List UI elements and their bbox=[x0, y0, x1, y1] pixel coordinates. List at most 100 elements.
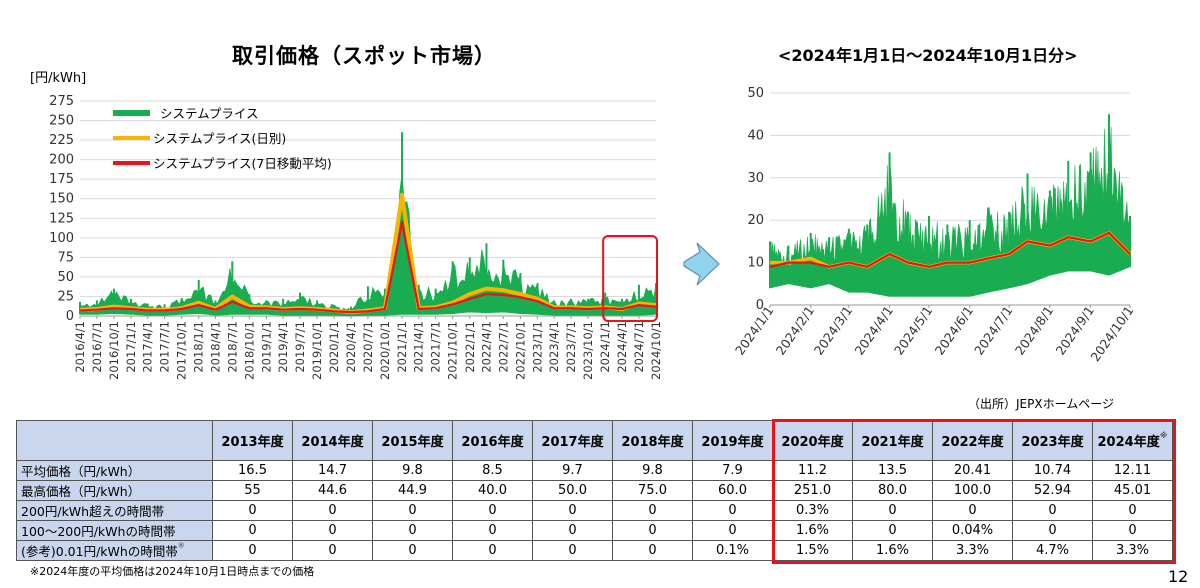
x-tick-label: 2017/7/1 bbox=[158, 321, 172, 373]
column-header-label: 2016年度 bbox=[461, 435, 524, 450]
y-tick-label: 50 bbox=[747, 86, 764, 101]
legend-label: システムプライス(7日移動平均) bbox=[153, 156, 332, 171]
x-tick-label: 2018/7/1 bbox=[225, 321, 239, 373]
x-tick-label: 2019/4/1 bbox=[276, 321, 290, 373]
x-tick-label: 2016/10/1 bbox=[107, 321, 121, 380]
table-cell: 1.6% bbox=[852, 540, 933, 561]
table-cell: 75.0 bbox=[612, 480, 693, 501]
table-cell: 7.9 bbox=[692, 460, 773, 481]
table-column-header: 2023年度 bbox=[1012, 420, 1093, 461]
table-column-header: 2021年度 bbox=[852, 420, 933, 461]
table-cell: 60.0 bbox=[692, 480, 773, 501]
table-cell: 3.3% bbox=[1092, 540, 1173, 561]
table-cell: 0 bbox=[932, 500, 1013, 521]
table-cell: 45.01 bbox=[1092, 480, 1173, 501]
main-chart-title: 取引価格（スポット市場） bbox=[232, 44, 496, 68]
table-cell: 0 bbox=[372, 500, 453, 521]
table-cell: 100.0 bbox=[932, 480, 1013, 501]
column-header-label: 2022年度 bbox=[941, 435, 1004, 450]
table-cell: 0 bbox=[452, 520, 533, 541]
column-note-mark: ※ bbox=[1159, 431, 1168, 440]
y-tick-label: 75 bbox=[57, 250, 74, 265]
page-number: 12 bbox=[1168, 567, 1189, 586]
table-cell: 0 bbox=[292, 520, 373, 541]
table-row: 最高価格（円/kWh） 55 44.6 44.9 40.0 50.0 75.0 60.0 251… bbox=[16, 480, 1173, 501]
row-label-text: (参考)0.01円/kWhの時間帯 bbox=[21, 544, 178, 559]
table-cell: 0 bbox=[1012, 500, 1093, 521]
x-tick-label: 2024/7/1 bbox=[971, 303, 1015, 358]
x-tick-label: 2023/4/1 bbox=[547, 321, 561, 373]
x-tick-label: 2020/1/1 bbox=[327, 321, 341, 373]
table-cell: 0 bbox=[852, 520, 933, 541]
row-label-text: 200円/kWh超えの時間帯 bbox=[21, 504, 165, 519]
y-tick-label: 100 bbox=[49, 231, 74, 246]
x-tick-label: 2023/7/1 bbox=[564, 321, 578, 373]
table-cell: 9.7 bbox=[532, 460, 613, 481]
table-cell: 4.7% bbox=[1012, 540, 1093, 561]
table-cell: 0 bbox=[292, 500, 373, 521]
table-cell: 0 bbox=[372, 540, 453, 561]
table-row: 100～200円/kWhの時間帯 0 0 0 0 0 0 0 1.6% 0 0.04% 0 0 bbox=[16, 520, 1173, 541]
y-unit-label: [円/kWh] bbox=[30, 71, 87, 86]
x-tick-label: 2023/1/1 bbox=[530, 321, 544, 373]
table-cell: 1.5% bbox=[772, 540, 853, 561]
table-cell: 8.5 bbox=[452, 460, 533, 481]
zoom-chart-title: <2024年1月1日～2024年10月1日分> bbox=[778, 46, 1078, 65]
x-tick-label: 2021/1/1 bbox=[395, 321, 409, 373]
table-cell: 0 bbox=[292, 540, 373, 561]
row-label: 100～200円/kWhの時間帯 bbox=[16, 520, 213, 541]
table-cell: 0 bbox=[692, 520, 773, 541]
x-tick-label: 2024/4/1 bbox=[615, 321, 629, 373]
legend-label: システムプライス bbox=[160, 106, 259, 121]
column-header-label: 2017年度 bbox=[541, 435, 604, 450]
table-column-header: 2017年度 bbox=[532, 420, 613, 461]
table-cell: 3.3% bbox=[932, 540, 1013, 561]
table-column-header: 2022年度 bbox=[932, 420, 1013, 461]
table-cell: 9.8 bbox=[612, 460, 693, 481]
series-moving-average-line bbox=[769, 231, 1131, 268]
table-cell: 12.11 bbox=[1092, 460, 1173, 481]
y-tick-label: 40 bbox=[747, 128, 764, 143]
table-cell: 0 bbox=[212, 540, 293, 561]
x-tick-label: 2024/10/1 bbox=[649, 321, 663, 380]
table-cell: 0 bbox=[612, 500, 693, 521]
table-cell: 80.0 bbox=[852, 480, 933, 501]
legend-item: システムプライス bbox=[113, 106, 259, 121]
table-cell: 9.8 bbox=[372, 460, 453, 481]
x-tick-label: 2019/1/1 bbox=[259, 321, 273, 373]
column-header-label: 2019年度 bbox=[701, 435, 764, 450]
price-summary-table: 2013年度 2014年度 2015年度 2016年度 2017年度 2018年度 2019… bbox=[16, 420, 1173, 561]
x-tick-label: 2022/4/1 bbox=[479, 321, 493, 373]
row-label-text: 100～200円/kWhの時間帯 bbox=[21, 524, 176, 539]
y-tick-label: 30 bbox=[747, 171, 764, 186]
column-header-label: 2018年度 bbox=[621, 435, 684, 450]
table-cell: 0.3% bbox=[772, 500, 853, 521]
x-tick-label: 2022/10/1 bbox=[513, 321, 527, 380]
y-tick-label: 250 bbox=[49, 114, 74, 129]
table-cell: 0 bbox=[692, 500, 773, 521]
table-cell: 20.41 bbox=[932, 460, 1013, 481]
x-tick-label: 2022/7/1 bbox=[496, 321, 510, 373]
x-tick-label: 2022/1/1 bbox=[463, 321, 477, 373]
y-tick-label: 200 bbox=[49, 153, 74, 168]
table-column-header: 2013年度 bbox=[212, 420, 293, 461]
table-cell: 0 bbox=[452, 540, 533, 561]
x-tick-label: 2018/10/1 bbox=[242, 321, 256, 380]
row-label: 200円/kWh超えの時間帯 bbox=[16, 500, 213, 521]
series-moving-average-line bbox=[79, 221, 657, 314]
table-row: (参考)0.01円/kWhの時間帯※ 0 0 0 0 0 0 0.1% 1.5% 1.6% 3.3%… bbox=[16, 540, 1173, 561]
table-cell: 251.0 bbox=[772, 480, 853, 501]
table-cell: 0 bbox=[852, 500, 933, 521]
x-tick-label: 2018/1/1 bbox=[192, 321, 206, 373]
legend-item: システムプライス(7日移動平均) bbox=[113, 156, 332, 171]
table-column-header: 2014年度 bbox=[292, 420, 373, 461]
x-tick-label: 2018/4/1 bbox=[208, 321, 222, 373]
table-cell: 0 bbox=[612, 520, 693, 541]
x-tick-label: 2023/10/1 bbox=[581, 321, 595, 380]
table-cell: 0 bbox=[452, 500, 533, 521]
column-header-label: 2014年度 bbox=[301, 435, 364, 450]
table-cell: 40.0 bbox=[452, 480, 533, 501]
column-header-label: 2015年度 bbox=[381, 435, 444, 450]
table-cell: 0.1% bbox=[692, 540, 773, 561]
source-note: （出所）JEPXホームページ bbox=[968, 397, 1114, 411]
